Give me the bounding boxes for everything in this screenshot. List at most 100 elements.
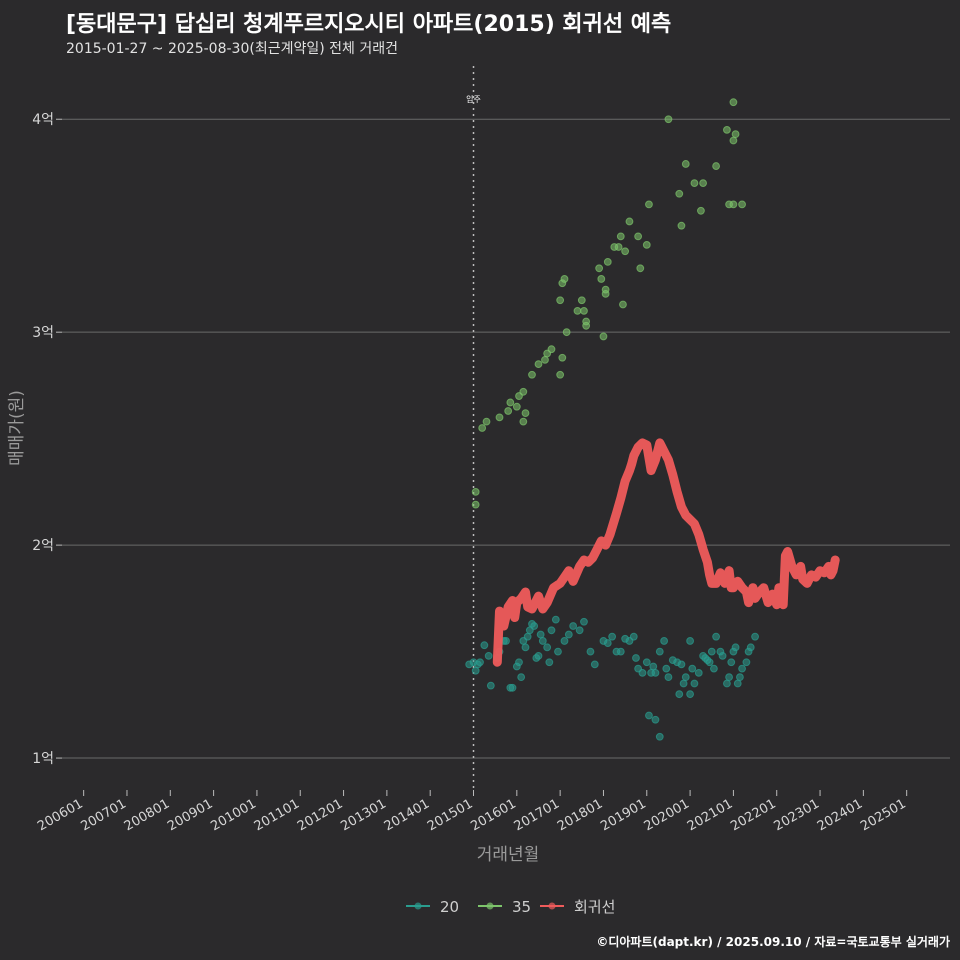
regression-line	[492, 438, 840, 667]
point-35	[580, 306, 588, 315]
point-20	[560, 637, 569, 645]
x-tick-label: 202001	[642, 796, 692, 834]
point-20	[746, 643, 755, 652]
point-35	[506, 398, 515, 407]
point-20	[480, 641, 489, 650]
point-35	[558, 353, 567, 362]
point-35	[603, 258, 612, 266]
move-in-label: 입주	[466, 95, 481, 104]
point-20	[690, 679, 699, 688]
point-20	[738, 664, 746, 673]
point-20	[727, 658, 736, 667]
point-20	[705, 658, 714, 667]
point-35	[478, 424, 487, 432]
point-20	[580, 617, 588, 626]
legend-label: 회귀선	[574, 898, 615, 916]
point-35	[482, 417, 491, 426]
point-20	[723, 679, 731, 688]
point-20	[590, 660, 599, 669]
chart-title: [동대문구] 답십리 청계푸르지오시티 아파트(2015) 회귀선 예측	[66, 12, 672, 37]
point-35	[556, 296, 565, 305]
x-tick-label: 202301	[772, 796, 822, 834]
y-tick-label: 1억	[32, 751, 54, 767]
point-35	[519, 387, 528, 396]
legend-swatch-dot	[414, 902, 422, 910]
point-20	[725, 673, 733, 682]
y-tick-label: 2억	[32, 538, 54, 554]
point-35	[729, 136, 738, 145]
x-tick-label: 202501	[858, 796, 908, 834]
x-tick-label: 200801	[122, 796, 172, 834]
point-20	[569, 622, 578, 630]
x-tick-label: 201401	[382, 796, 432, 834]
point-35	[699, 179, 707, 188]
point-20	[545, 658, 554, 667]
point-35	[471, 487, 480, 496]
point-20	[586, 647, 595, 656]
point-20	[649, 662, 658, 671]
x-tick-label: 202201	[728, 796, 778, 834]
point-20	[731, 643, 740, 652]
point-35	[731, 130, 740, 139]
point-20	[664, 673, 673, 682]
point-35	[712, 162, 720, 170]
point-35	[697, 206, 705, 215]
point-20	[710, 664, 718, 673]
point-20	[564, 630, 573, 639]
x-tick-label: 201301	[338, 796, 388, 834]
legend-label: 20	[440, 898, 459, 916]
point-20	[642, 658, 651, 667]
point-20	[476, 658, 484, 667]
point-35	[616, 232, 625, 241]
point-20	[679, 679, 688, 688]
point-20	[515, 658, 523, 667]
point-35	[614, 243, 623, 251]
x-tick-label: 201101	[252, 796, 302, 834]
point-20	[718, 651, 727, 660]
point-20	[543, 643, 552, 652]
point-20	[554, 647, 562, 656]
x-tick-label: 201601	[468, 796, 518, 834]
point-20	[736, 673, 744, 682]
point-20	[603, 639, 612, 647]
point-20	[712, 632, 720, 641]
point-35	[677, 221, 686, 230]
point-35	[495, 413, 504, 422]
x-tick-label: 201001	[208, 796, 258, 834]
point-20	[536, 630, 545, 639]
point-35	[619, 300, 627, 309]
point-35	[634, 232, 643, 241]
point-35	[642, 240, 651, 249]
point-20	[521, 643, 530, 652]
point-20	[662, 664, 671, 673]
point-35	[595, 264, 604, 273]
point-35	[528, 370, 536, 379]
point-35	[534, 360, 543, 369]
point-20	[686, 690, 694, 699]
point-20	[632, 654, 640, 662]
point-20	[688, 664, 697, 673]
y-axis-title: 매매가(원)	[7, 390, 27, 466]
point-20	[681, 673, 690, 682]
point-35	[556, 370, 565, 379]
point-35	[504, 407, 513, 415]
x-tick-label: 200701	[78, 796, 128, 834]
y-tick-label: 3억	[32, 325, 54, 341]
x-tick-label: 202101	[685, 796, 735, 834]
point-20	[686, 637, 694, 645]
point-35	[471, 500, 480, 509]
point-20	[655, 732, 664, 741]
point-35	[512, 402, 521, 411]
x-axis-title: 거래년월	[477, 845, 540, 865]
point-35	[562, 328, 571, 337]
point-20	[484, 651, 493, 660]
x-tick-label: 201201	[295, 796, 345, 834]
point-35	[597, 275, 606, 283]
point-35	[573, 306, 582, 315]
point-35	[690, 179, 699, 188]
legend-label: 35	[512, 898, 531, 916]
legend: 20 35 회귀선	[406, 898, 615, 916]
point-35	[547, 345, 556, 354]
point-35	[681, 160, 690, 168]
point-35	[625, 217, 634, 226]
